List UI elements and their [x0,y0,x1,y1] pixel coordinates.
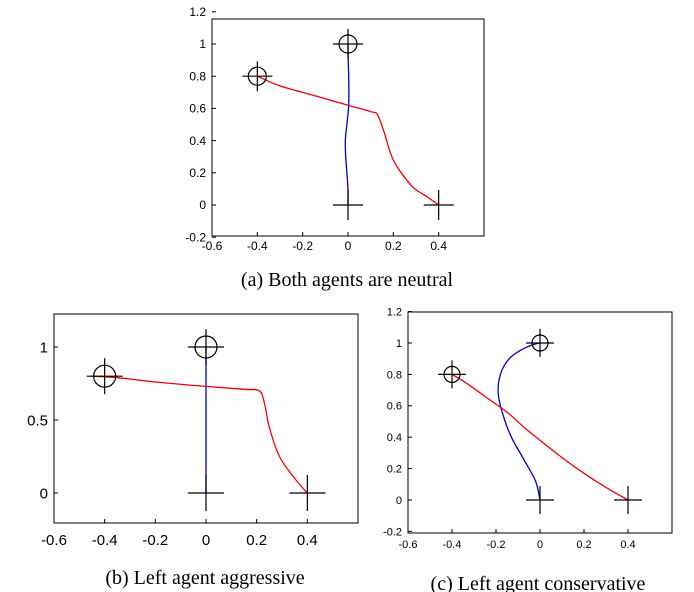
y-tick-label: 1.2 [189,5,206,19]
x-tick-label: 0.2 [576,539,591,551]
goal-marker [438,360,466,389]
y-tick-label: 0.4 [387,432,402,444]
goal-marker [242,61,273,92]
goal-circle [443,365,461,383]
goal-circle [531,334,549,352]
goal-marker [333,29,363,59]
x-tick-label: 0.2 [385,239,402,253]
panel-c: -0.6 -0.4 -0.2 0 0.2 0.4 -0.2 0 0.2 0.4 0.6 0.8 1 1.2… [383,306,673,592]
red-trajectory [451,373,629,501]
red-trajectory [257,75,440,206]
y-tick-label: -0.2 [383,526,402,538]
start-marker [289,475,326,511]
goal-circle [247,66,267,86]
blue-trajectory [344,43,350,206]
y-tick-label: 0.8 [387,369,402,381]
blue-trajectory [497,342,541,501]
x-tick-label: 0.4 [620,539,635,551]
start-marker [333,190,363,220]
goal-circle [194,335,218,359]
y-tick-label: 0.6 [387,401,402,413]
y-tick-label: 0 [199,198,206,212]
panel-b: -0.6 -0.4 -0.2 0 0.2 0.4 0 0.5 1 (b) Left agent a… [27,313,359,589]
y-tick-label: 0 [396,495,402,507]
panel-caption: (c) Left agent conservative [431,573,646,592]
goal-marker [526,329,554,357]
x-tick-label: 0.4 [430,239,447,253]
x-tick-label: -0.4 [247,239,268,253]
y-tick-label: 0.8 [189,69,206,83]
panel-a: -0.6 -0.4 -0.2 0 0.2 0.4 -0.2 0 0.2 0.4 0.6 0.8 1 1.2… [185,5,485,291]
y-tick-label: 0.5 [27,412,48,429]
panel-caption: (a) Both agents are neutral [241,269,454,291]
x-tick-label: -0.6 [202,239,223,253]
x-tick-label: 0.2 [246,532,267,549]
start-marker [188,475,224,511]
x-tick-label: -0.6 [41,532,67,549]
goal-circle [93,364,117,388]
goal-circle [338,34,358,54]
x-tick-label: 0.4 [297,532,318,549]
goal-marker [188,329,224,365]
y-tick-label: 0 [40,485,48,502]
y-tick-label: 1.2 [387,306,402,318]
x-tick-label: 0 [345,239,352,253]
y-tick-label: -0.2 [185,230,206,244]
y-tick-label: 1 [40,339,48,356]
red-trajectory [91,375,308,494]
x-tick-label: 0 [537,539,543,551]
y-tick-label: 0.2 [387,463,402,475]
x-tick-label: -0.2 [292,239,313,253]
start-marker [526,486,554,514]
start-marker [423,190,454,220]
goal-marker [86,358,123,395]
y-tick-label: 0.2 [189,166,206,180]
x-tick-label: -0.2 [142,532,168,549]
x-tick-label: 0 [202,532,210,549]
x-tick-label: -0.6 [399,539,418,551]
x-tick-label: -0.4 [443,539,462,551]
panel-caption: (b) Left agent aggressive [105,567,304,589]
start-marker [614,486,642,514]
y-tick-label: 0.4 [189,134,206,148]
y-tick-label: 1 [199,37,206,51]
y-tick-label: 1 [396,338,402,350]
y-tick-label: 0.6 [189,102,206,116]
x-tick-label: -0.2 [487,539,506,551]
x-tick-label: -0.4 [92,532,118,549]
